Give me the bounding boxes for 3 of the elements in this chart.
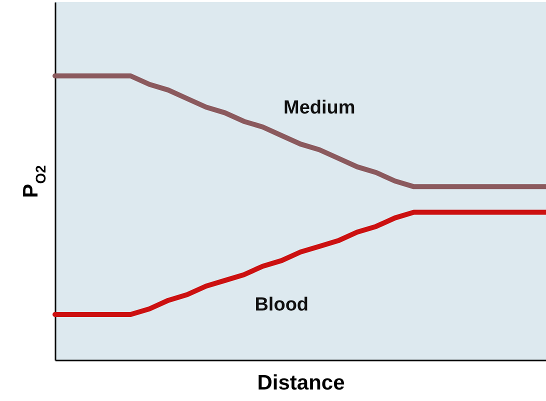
x-axis-title: Distance xyxy=(257,372,345,394)
series-label: Medium xyxy=(283,98,356,119)
series-label: Blood xyxy=(254,294,309,316)
